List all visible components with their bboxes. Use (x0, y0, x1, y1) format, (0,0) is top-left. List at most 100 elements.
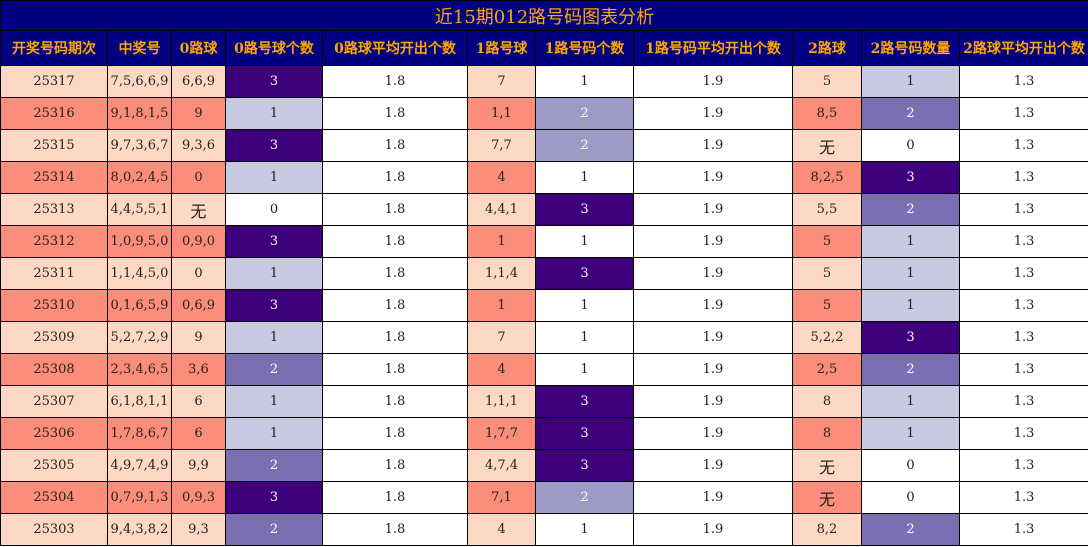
cell-route2-avg: 1.3 (958, 97, 1088, 130)
cell-route0-avg: 1.8 (322, 161, 468, 194)
cell-route1-avg: 1.9 (633, 129, 793, 162)
cell-period: 25307 (0, 385, 108, 418)
cell-route2-avg: 1.3 (958, 129, 1088, 162)
cell-route0-count: 1 (225, 385, 323, 418)
cell-route1-balls: 4 (467, 513, 536, 546)
cell-route1-avg: 1.9 (633, 385, 793, 418)
cell-numbers: 7,5,6,6,9 (107, 65, 172, 98)
cell-route1-avg: 1.9 (633, 193, 793, 226)
table-row: 25316 9,1,8,1,5 9 1 1.8 1,1 2 1.9 8,5 2 1.3 (0, 97, 1088, 130)
cell-route2-avg: 1.3 (958, 321, 1088, 354)
cell-route2-balls: 8 (792, 417, 862, 450)
cell-route2-balls: 8 (792, 385, 862, 418)
cell-route1-balls: 7,7 (467, 129, 536, 162)
table-row: 25315 9,7,3,6,7 9,3,6 3 1.8 7,7 2 1.9 无 0 1.3 (0, 129, 1088, 162)
cell-period: 25310 (0, 289, 108, 322)
table-row: 25313 4,4,5,5,1 无 0 1.8 4,4,1 3 1.9 5,5 2 1.3 (0, 193, 1088, 226)
table-body: 25317 7,5,6,6,9 6,6,9 3 1.8 7 1 1.9 5 1 1.3 25316 9,… (0, 65, 1088, 546)
table-title: 近15期012路号码图表分析 (0, 0, 1088, 31)
cell-route2-count: 2 (861, 353, 960, 386)
header-period: 开奖号码期次 (0, 30, 108, 66)
cell-route0-balls: 无 (171, 193, 226, 226)
cell-route1-balls: 4,4,1 (467, 193, 536, 226)
cell-route1-balls: 1,1,1 (467, 385, 536, 418)
table-row: 25307 6,1,8,1,1 6 1 1.8 1,1,1 3 1.9 8 1 1.3 (0, 385, 1088, 418)
table-row: 25304 0,7,9,1,3 0,9,3 3 1.8 7,1 2 1.9 无 0 1.3 (0, 481, 1088, 514)
cell-numbers: 4,9,7,4,9 (107, 449, 172, 482)
cell-route1-balls: 1,7,7 (467, 417, 536, 450)
cell-route1-avg: 1.9 (633, 257, 793, 290)
cell-route2-balls: 5 (792, 65, 862, 98)
cell-route2-avg: 1.3 (958, 65, 1088, 98)
cell-route2-avg: 1.3 (958, 257, 1088, 290)
cell-route0-avg: 1.8 (322, 449, 468, 482)
cell-route2-count: 1 (861, 65, 960, 98)
cell-route2-count: 1 (861, 225, 960, 258)
cell-numbers: 2,3,4,6,5 (107, 353, 172, 386)
cell-route0-balls: 9 (171, 97, 226, 130)
cell-route1-avg: 1.9 (633, 481, 793, 514)
cell-period: 25308 (0, 353, 108, 386)
cell-route1-count: 1 (535, 321, 634, 354)
cell-route0-count: 2 (225, 353, 323, 386)
header-route2-balls: 2路球 (792, 30, 862, 66)
cell-route2-count: 1 (861, 417, 960, 450)
cell-numbers: 6,1,8,1,1 (107, 385, 172, 418)
cell-numbers: 1,0,9,5,0 (107, 225, 172, 258)
cell-period: 25304 (0, 481, 108, 514)
cell-route1-count: 1 (535, 225, 634, 258)
cell-route0-count: 3 (225, 481, 323, 514)
cell-route2-avg: 1.3 (958, 449, 1088, 482)
table-row: 25305 4,9,7,4,9 9,9 2 1.8 4,7,4 3 1.9 无 0 1.3 (0, 449, 1088, 482)
cell-period: 25303 (0, 513, 108, 546)
table-row: 25306 1,7,8,6,7 6 1 1.8 1,7,7 3 1.9 8 1 1.3 (0, 417, 1088, 450)
cell-route2-balls: 8,2,5 (792, 161, 862, 194)
cell-route2-balls: 5 (792, 289, 862, 322)
cell-route0-count: 1 (225, 257, 323, 290)
cell-route0-balls: 0 (171, 257, 226, 290)
cell-period: 25306 (0, 417, 108, 450)
table-row: 25312 1,0,9,5,0 0,9,0 3 1.8 1 1 1.9 5 1 1.3 (0, 225, 1088, 258)
cell-route0-balls: 6 (171, 417, 226, 450)
cell-route2-balls: 5,5 (792, 193, 862, 226)
cell-route1-avg: 1.9 (633, 321, 793, 354)
cell-route2-count: 2 (861, 97, 960, 130)
cell-route2-avg: 1.3 (958, 161, 1088, 194)
cell-route0-balls: 6 (171, 385, 226, 418)
cell-route2-count: 1 (861, 385, 960, 418)
table-row: 25303 9,4,3,8,2 9,3 2 1.8 4 1 1.9 8,2 2 1.3 (0, 513, 1088, 546)
cell-route2-avg: 1.3 (958, 289, 1088, 322)
cell-route1-count: 2 (535, 129, 634, 162)
cell-route0-balls: 0 (171, 161, 226, 194)
cell-route1-avg: 1.9 (633, 417, 793, 450)
cell-route2-balls: 5 (792, 225, 862, 258)
header-route1-balls: 1路号球 (467, 30, 536, 66)
header-route0-count: 0路号球个数 (225, 30, 323, 66)
cell-route2-balls: 5,2,2 (792, 321, 862, 354)
cell-route1-count: 1 (535, 513, 634, 546)
header-numbers: 中奖号 (107, 30, 172, 66)
cell-route1-balls: 7,1 (467, 481, 536, 514)
table-row: 25308 2,3,4,6,5 3,6 2 1.8 4 1 1.9 2,5 2 1.3 (0, 353, 1088, 386)
cell-route0-count: 1 (225, 417, 323, 450)
cell-route0-count: 0 (225, 193, 323, 226)
cell-route1-balls: 4 (467, 161, 536, 194)
cell-numbers: 1,1,4,5,0 (107, 257, 172, 290)
cell-route0-count: 3 (225, 289, 323, 322)
cell-route2-avg: 1.3 (958, 225, 1088, 258)
cell-route0-count: 1 (225, 161, 323, 194)
cell-route0-balls: 3,6 (171, 353, 226, 386)
cell-route2-count: 0 (861, 129, 960, 162)
cell-route1-avg: 1.9 (633, 97, 793, 130)
cell-route2-balls: 8,5 (792, 97, 862, 130)
cell-numbers: 9,7,3,6,7 (107, 129, 172, 162)
cell-numbers: 1,7,8,6,7 (107, 417, 172, 450)
cell-route0-balls: 9,3,6 (171, 129, 226, 162)
cell-route0-avg: 1.8 (322, 65, 468, 98)
cell-route0-avg: 1.8 (322, 193, 468, 226)
cell-route0-avg: 1.8 (322, 97, 468, 130)
cell-numbers: 9,4,3,8,2 (107, 513, 172, 546)
cell-route0-count: 3 (225, 225, 323, 258)
cell-route2-avg: 1.3 (958, 193, 1088, 226)
cell-route2-balls: 8,2 (792, 513, 862, 546)
